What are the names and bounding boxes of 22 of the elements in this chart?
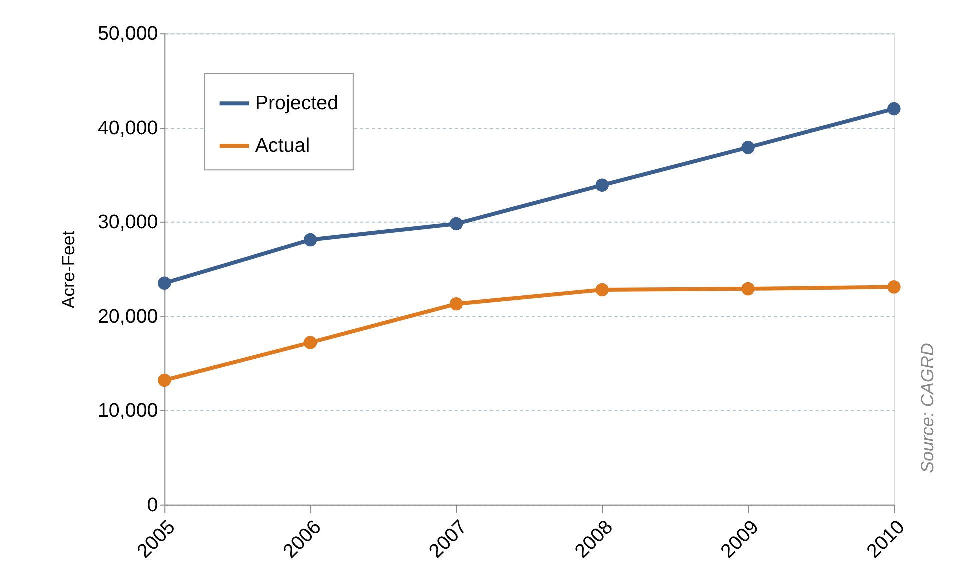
legend-label: Actual [255,134,310,157]
point [742,141,755,154]
y-tick-label: 50,000 [98,23,158,46]
point [742,282,755,296]
point [304,336,318,350]
point [596,178,609,192]
point [596,283,609,297]
source-note: Source: CAGRD [918,343,938,474]
y-axis-title: Acre-Feet [58,230,78,309]
y-tick-label: 20,000 [98,306,158,328]
point [304,233,318,247]
y-tick-label: 10,000 [98,400,158,422]
point [888,102,901,116]
y-tick-label: 0 [147,494,158,516]
point [158,374,172,388]
point [450,217,464,231]
y-tick-label: 30,000 [98,212,158,234]
legend-label: Projected [255,92,339,115]
y-tick-label: 40,000 [98,117,158,140]
point [158,276,172,290]
point [450,298,464,311]
point [888,280,901,294]
